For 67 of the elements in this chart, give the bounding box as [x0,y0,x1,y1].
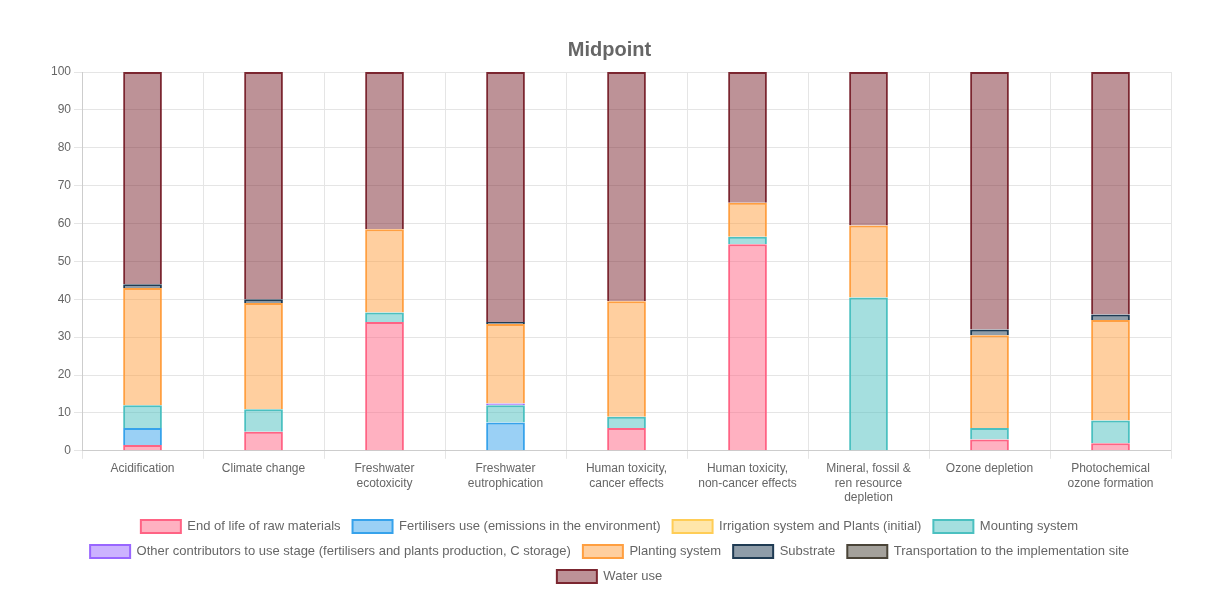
bar [849,225,888,298]
bar [486,323,525,404]
x-tick-label: Ozone depletion [945,461,1034,476]
x-tick-label: Freshwater ecotoxicity [354,461,415,490]
x-tick-label: Photochemical ozone formation [1067,461,1154,490]
x-tick-label: Mineral, fossil & ren resource depletion [826,461,911,505]
y-tick-label: 10 [57,405,72,420]
bar [728,236,767,245]
bar [970,335,1009,429]
legend-label: Other contributors to use stage (fertilisers and plants production, C storage) [136,543,571,559]
legend-label: Substrate [779,543,836,559]
bar [123,287,162,406]
y-tick-label: 20 [57,367,72,382]
y-tick-label: 0 [64,443,72,458]
bar [365,322,404,451]
y-tick-label: 50 [57,253,72,268]
legend-label: Water use [603,568,663,584]
x-tick-label: Human toxicity, cancer effects [585,461,668,490]
y-tick-label: 100 [50,64,72,79]
bar [123,72,162,285]
bar [728,202,767,237]
bar [244,303,283,410]
bar [970,439,1009,451]
y-tick-label: 30 [57,329,72,344]
bar [244,72,283,300]
y-tick-label: 90 [57,102,72,117]
x-tick-label: Acidification [110,461,175,476]
bar [607,72,646,302]
bar [123,428,162,446]
x-tick-label: Human toxicity, non-cancer effects [698,461,797,490]
bar [123,405,162,429]
x-tick-label: Freshwater eutrophication [467,461,544,490]
bar [970,72,1009,330]
y-tick-label: 60 [57,215,72,230]
legend-label: Planting system [629,543,722,559]
bar [365,312,404,323]
bar [486,422,525,451]
bar [365,229,404,313]
bar [607,428,646,451]
y-tick-label: 80 [57,140,72,155]
bar [1091,72,1130,315]
bar [1091,420,1130,444]
x-tick-label: Climate change [221,461,306,476]
y-tick-label: 40 [57,291,72,306]
legend-label: Irrigation system and Plants (initial) [719,518,922,534]
bar [1091,443,1130,451]
bar [849,72,888,226]
legend-label: Mounting system [979,518,1079,534]
bar [849,297,888,451]
legend-label: End of life of raw materials [187,518,342,534]
bar [728,244,767,451]
bar [728,72,767,203]
bar [486,405,525,423]
y-tick-label: 70 [57,177,72,192]
bar [365,72,404,230]
chart-title: Midpoint [567,37,652,60]
bar [607,416,646,429]
bar [1091,320,1130,421]
bar [244,431,283,451]
bar [970,428,1009,440]
bar [123,445,162,451]
bar [244,409,283,432]
legend-label: Transportation to the implementation site [893,543,1129,559]
legend-label: Fertilisers use (emissions in the environment) [399,518,661,534]
bar [486,72,525,323]
bar [1091,314,1130,321]
bar [607,301,646,417]
